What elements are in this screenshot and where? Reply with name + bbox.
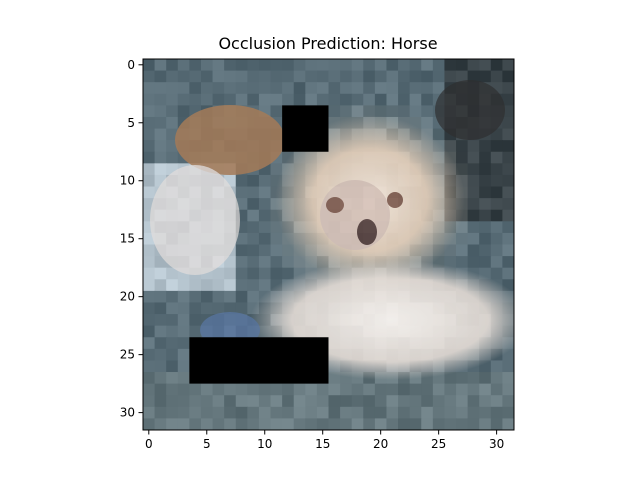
plot-frame [142,58,515,431]
x-tick-label: 15 [315,437,330,451]
y-tick-label: 5 [127,116,135,130]
x-tick-label: 10 [257,437,272,451]
y-axis: 0 5 10 15 20 25 30 [120,58,143,420]
x-axis: 0 5 10 15 20 25 30 [145,430,504,451]
occlusion-patch-1 [282,105,329,152]
y-tick-label: 10 [120,174,135,188]
y-tick-label: 15 [120,232,135,246]
x-tick-label: 30 [489,437,504,451]
x-tick-label: 25 [431,437,446,451]
y-tick-label: 30 [120,406,135,420]
y-tick-label: 0 [127,58,135,72]
y-tick-label: 20 [120,290,135,304]
y-tick-label: 25 [120,348,135,362]
occlusion-patch-2 [189,337,329,384]
x-tick-label: 5 [203,437,211,451]
x-tick-label: 20 [373,437,388,451]
occluded-image [143,59,514,430]
chart-title: Occlusion Prediction: Horse [218,34,437,53]
puppy-shapes [150,80,514,380]
occlusion-patches [189,105,329,384]
x-tick-label: 0 [145,437,153,451]
